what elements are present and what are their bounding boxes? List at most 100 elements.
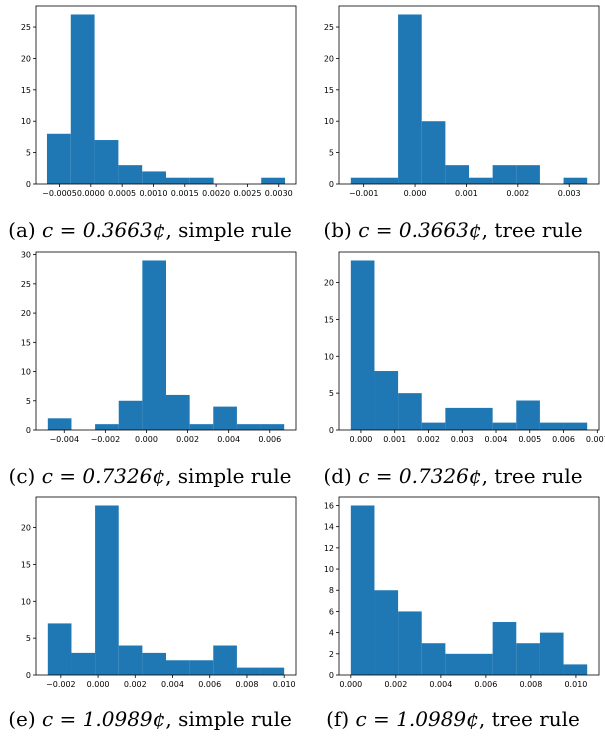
bar-e-1 (71, 652, 96, 675)
bar-a-5 (166, 177, 190, 184)
ytick-label-e-3: 15 (21, 560, 31, 569)
bar-b-6 (492, 165, 517, 184)
ytick-label-f-6: 12 (324, 544, 334, 553)
bar-c-9 (260, 424, 285, 430)
ytick-label-c-6: 30 (21, 251, 31, 260)
xtick-label-d-0: 0.000 (349, 435, 372, 444)
bar-a-6 (189, 177, 214, 184)
xtick-label-d-2: 0.002 (417, 435, 440, 444)
ytick-label-d-4: 20 (324, 279, 334, 288)
xtick-label-a-5: 0.0020 (202, 189, 230, 198)
caption-c-math: c = 0.7326¢ (41, 464, 166, 488)
bar-d-3 (421, 422, 446, 430)
caption-d-letter: (d) (323, 464, 352, 488)
plot-frame-f (338, 496, 600, 676)
caption-b-letter: (b) (323, 218, 352, 242)
ytick-label-c-5: 25 (21, 280, 31, 289)
caption-f-math: c = 1.0989¢ (355, 707, 479, 731)
caption-c: (c) c = 0.7326¢, simple rule (0, 464, 300, 488)
xtick-label-d-5: 0.005 (518, 435, 541, 444)
ytick-label-c-1: 5 (26, 397, 31, 406)
bar-a-9 (261, 177, 286, 184)
bar-b-5 (469, 177, 493, 184)
histogram-panel-b: 0 5 10 15 20 25 −0.001 0.000 0.001 0.002 0.003 (b)… (303, 0, 605, 245)
bar-e-5 (166, 660, 190, 675)
ytick-label-b-4: 20 (324, 54, 334, 63)
bar-c-8 (236, 424, 261, 430)
caption-b: (b) c = 0.3663¢, tree rule (303, 218, 603, 242)
bar-c-7 (213, 406, 237, 430)
bar-c-3 (118, 400, 143, 430)
bar-e-6 (189, 660, 214, 675)
caption-f-rest: , tree rule (478, 707, 580, 731)
xtick-label-f-5: 0.010 (564, 680, 587, 689)
histogram-panel-f: 0 2 4 6 8 10 12 14 16 0.000 0.002 0.004 0.006 0.008 0.… (303, 491, 605, 736)
histogram-panel-c: 0 5 10 15 20 25 30 −0.004 −0.002 0.000 0.002 0.004 0… (0, 246, 302, 491)
ytick-label-e-2: 10 (21, 597, 31, 606)
caption-e: (e) c = 1.0989¢, simple rule (0, 707, 300, 731)
xtick-label-e-3: 0.004 (161, 680, 184, 689)
bar-a-0 (46, 133, 71, 184)
ytick-label-d-3: 15 (324, 315, 334, 324)
bar-c-5 (166, 394, 190, 430)
bar-f-0 (350, 505, 375, 675)
bar-e-3 (118, 645, 143, 675)
ytick-label-f-1: 2 (329, 650, 334, 659)
plot-frame-b (338, 5, 600, 185)
histogram-chart-b: 0 5 10 15 20 25 −0.001 0.000 0.001 0.002 0.003 (324, 5, 600, 198)
ytick-label-b-0: 0 (329, 180, 334, 189)
ytick-label-c-3: 15 (21, 338, 31, 347)
plot-frame-e (35, 496, 297, 676)
ytick-label-f-2: 4 (329, 629, 334, 638)
bar-b-3 (421, 121, 446, 184)
bar-f-3 (421, 643, 446, 675)
bar-b-9 (563, 177, 588, 184)
bar-a-2 (94, 140, 119, 184)
ytick-label-f-8: 16 (324, 501, 334, 510)
bar-d-4 (445, 407, 469, 430)
xtick-label-a-2: 0.0005 (108, 189, 136, 198)
bar-a-1 (70, 14, 95, 185)
ytick-label-a-2: 10 (21, 117, 31, 126)
bar-d-9 (563, 422, 588, 430)
caption-a-letter: (a) (8, 218, 36, 242)
caption-d: (d) c = 0.7326¢, tree rule (303, 464, 603, 488)
plot-frame-a (35, 5, 297, 185)
ytick-label-c-2: 10 (21, 368, 31, 377)
caption-d-math: c = 0.7326¢ (358, 464, 482, 488)
bar-d-1 (374, 371, 399, 430)
bar-b-0 (350, 177, 375, 184)
bar-e-8 (236, 667, 261, 675)
ytick-label-c-4: 20 (21, 309, 31, 318)
xtick-label-d-3: 0.003 (451, 435, 474, 444)
caption-c-letter: (c) (8, 464, 36, 488)
bar-b-1 (374, 177, 399, 184)
bar-b-4 (445, 165, 469, 184)
histogram-panel-a: 0 5 10 15 20 25 −0.0005 0.0000 0.0005 0.0010 0.001… (0, 0, 302, 245)
ytick-label-a-0: 0 (26, 180, 31, 189)
ytick-label-e-1: 5 (26, 634, 31, 643)
histogram-chart-d: 0 5 10 15 20 0.000 0.001 0.002 0.003 0.004 0.005 0.… (324, 251, 605, 444)
xtick-label-a-0: −0.0005 (42, 189, 77, 198)
caption-a-math: c = 0.3663¢ (42, 218, 166, 242)
ytick-label-d-2: 10 (324, 352, 334, 361)
xtick-label-a-7: 0.0030 (265, 189, 293, 198)
xtick-label-b-2: 0.001 (455, 189, 478, 198)
bar-e-7 (213, 645, 237, 675)
xtick-label-f-4: 0.008 (519, 680, 542, 689)
bar-d-0 (350, 260, 375, 430)
xtick-label-c-0: −0.004 (49, 435, 79, 444)
xtick-label-e-4: 0.006 (198, 680, 221, 689)
xtick-label-f-1: 0.002 (384, 680, 407, 689)
xtick-label-f-3: 0.006 (474, 680, 497, 689)
ytick-label-b-5: 25 (324, 23, 334, 32)
bar-f-8 (539, 632, 564, 675)
ytick-label-c-0: 0 (26, 426, 31, 435)
bar-a-3 (118, 165, 143, 184)
bar-d-7 (516, 400, 540, 430)
xtick-label-e-1: 0.000 (87, 680, 110, 689)
ytick-label-b-1: 5 (329, 149, 334, 158)
xtick-label-b-3: 0.002 (506, 189, 529, 198)
ytick-label-a-3: 15 (21, 86, 31, 95)
bar-f-1 (374, 590, 399, 675)
